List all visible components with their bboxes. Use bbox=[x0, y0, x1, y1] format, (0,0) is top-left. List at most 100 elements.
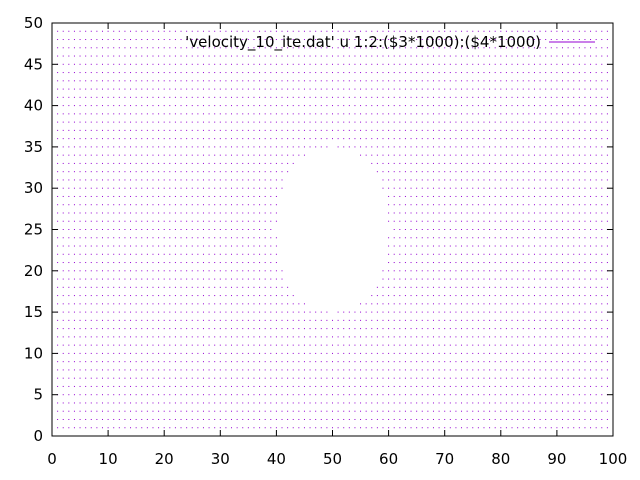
vector-point bbox=[477, 311, 479, 313]
vector-point bbox=[197, 129, 199, 131]
vector-point bbox=[556, 270, 558, 272]
vector-point bbox=[477, 55, 479, 57]
vector-point bbox=[562, 187, 564, 189]
vector-point bbox=[208, 39, 210, 41]
vector-point bbox=[197, 113, 199, 115]
vector-point bbox=[461, 278, 463, 280]
vector-point bbox=[455, 105, 457, 107]
vector-point bbox=[404, 311, 406, 313]
vector-point bbox=[130, 63, 132, 65]
vector-point bbox=[158, 88, 160, 90]
vector-point bbox=[214, 427, 216, 429]
vector-point bbox=[511, 278, 513, 280]
vector-point bbox=[606, 402, 608, 404]
vector-point bbox=[427, 328, 429, 330]
vector-point bbox=[247, 385, 249, 387]
vector-point bbox=[438, 55, 440, 57]
vector-point bbox=[225, 361, 227, 363]
vector-point bbox=[303, 63, 305, 65]
vector-point bbox=[393, 278, 395, 280]
vector-point bbox=[208, 63, 210, 65]
vector-point bbox=[606, 179, 608, 181]
vector-point bbox=[287, 162, 289, 164]
vector-point bbox=[85, 195, 87, 197]
vector-point bbox=[303, 319, 305, 321]
vector-point bbox=[180, 361, 182, 363]
vector-point bbox=[489, 344, 491, 346]
vector-point bbox=[57, 113, 59, 115]
vector-point bbox=[152, 427, 154, 429]
vector-point bbox=[584, 154, 586, 156]
vector-point bbox=[427, 138, 429, 140]
vector-point bbox=[85, 262, 87, 264]
vector-point bbox=[208, 286, 210, 288]
vector-point bbox=[449, 30, 451, 32]
vector-point bbox=[494, 154, 496, 156]
vector-point bbox=[522, 229, 524, 230]
vector-point bbox=[146, 303, 148, 305]
vector-point bbox=[444, 361, 446, 363]
vector-point bbox=[511, 113, 513, 115]
vector-point bbox=[573, 237, 575, 239]
vector-point bbox=[388, 63, 390, 65]
vector-point bbox=[130, 385, 132, 387]
vector-point bbox=[152, 418, 154, 420]
vector-point bbox=[371, 63, 373, 65]
vector-point bbox=[152, 162, 154, 164]
vector-point bbox=[449, 47, 451, 49]
vector-point bbox=[573, 204, 575, 206]
vector-point bbox=[567, 105, 569, 107]
vector-point bbox=[90, 245, 92, 247]
vector-point bbox=[135, 113, 137, 115]
vector-point bbox=[118, 47, 120, 49]
vector-point bbox=[281, 295, 283, 297]
vector-point bbox=[158, 418, 160, 420]
vector-point bbox=[601, 245, 603, 247]
vector-point bbox=[388, 394, 390, 396]
vector-point bbox=[500, 278, 502, 280]
vector-point bbox=[236, 204, 238, 206]
vector-point bbox=[57, 204, 59, 206]
vector-point bbox=[354, 352, 356, 354]
vector-point bbox=[130, 278, 132, 280]
vector-point bbox=[517, 220, 519, 222]
vector-point bbox=[590, 55, 592, 57]
vector-point bbox=[444, 63, 446, 65]
vector-point bbox=[360, 47, 362, 49]
vector-point bbox=[517, 311, 519, 313]
vector-point bbox=[259, 229, 261, 230]
vector-point bbox=[461, 171, 463, 173]
vector-point bbox=[107, 55, 109, 57]
vector-point bbox=[399, 344, 401, 346]
vector-point bbox=[219, 303, 221, 305]
vector-point bbox=[477, 385, 479, 387]
vector-point bbox=[320, 63, 322, 65]
vector-point bbox=[332, 385, 333, 387]
vector-point bbox=[500, 171, 502, 173]
vector-point bbox=[550, 72, 552, 74]
vector-point bbox=[472, 146, 474, 148]
vector-point bbox=[573, 30, 575, 32]
vector-point bbox=[320, 113, 322, 115]
vector-point bbox=[186, 418, 188, 420]
vector-point bbox=[281, 278, 283, 280]
vector-point bbox=[545, 311, 547, 313]
vector-point bbox=[337, 344, 339, 346]
vector-point bbox=[309, 410, 311, 412]
vector-point bbox=[477, 220, 479, 222]
vector-point bbox=[461, 237, 463, 239]
vector-point bbox=[202, 204, 204, 206]
vector-point bbox=[270, 113, 272, 115]
vector-point bbox=[601, 96, 603, 98]
vector-point bbox=[225, 418, 227, 420]
vector-point bbox=[264, 402, 266, 404]
vector-point bbox=[606, 220, 608, 222]
vector-point bbox=[96, 311, 98, 313]
vector-point bbox=[404, 55, 406, 57]
vector-point bbox=[135, 319, 137, 321]
vector-point bbox=[57, 427, 59, 429]
vector-point bbox=[601, 72, 603, 74]
vector-point bbox=[101, 179, 103, 181]
vector-point bbox=[231, 369, 233, 371]
vector-point bbox=[533, 410, 535, 412]
